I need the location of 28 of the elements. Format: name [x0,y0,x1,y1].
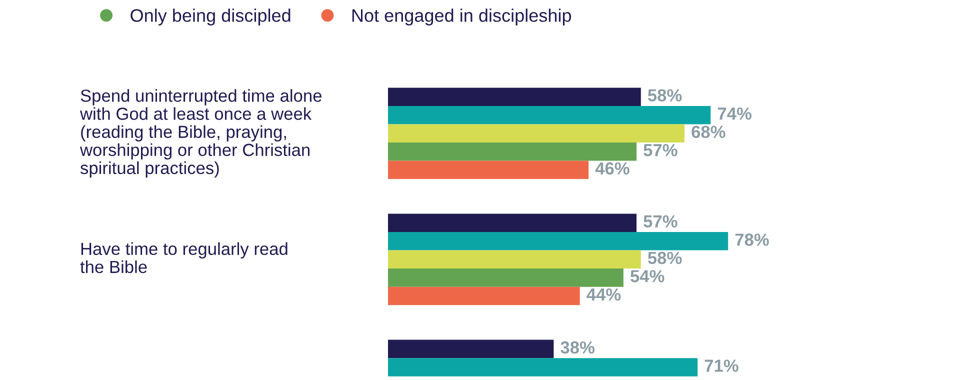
data-label: 57% [644,215,678,228]
bar [388,106,711,124]
data-label: 58% [648,252,682,264]
bar [388,340,554,358]
bar [388,358,698,376]
bar [388,250,641,269]
bar [388,286,580,306]
data-label: 46% [595,162,630,175]
bar [388,232,728,250]
legend-label: Only being discipled [130,8,290,26]
data-label: 54% [630,270,664,282]
data-label: 57% [644,144,678,156]
legend-label: Not engaged in discipleship [352,8,572,26]
data-label: 74% [718,108,752,120]
y-tick-label: Spend uninterrupted time alone with God at least once a week (reading the Bible, praying, worshipping or other Christian spiritual practices) [80,89,322,178]
bar [388,142,637,161]
bar [388,88,641,106]
bar [388,160,589,180]
data-label: 78% [735,234,769,246]
data-label: 68% [692,126,726,138]
data-label: 58% [648,89,682,102]
data-label: 71% [704,360,738,372]
bar [388,214,637,232]
data-label: 44% [586,288,621,301]
y-tick-label: Have time to regularly read the Bible [80,242,288,274]
bar [388,268,624,287]
data-label: 38% [560,341,595,354]
bar [388,124,684,142]
